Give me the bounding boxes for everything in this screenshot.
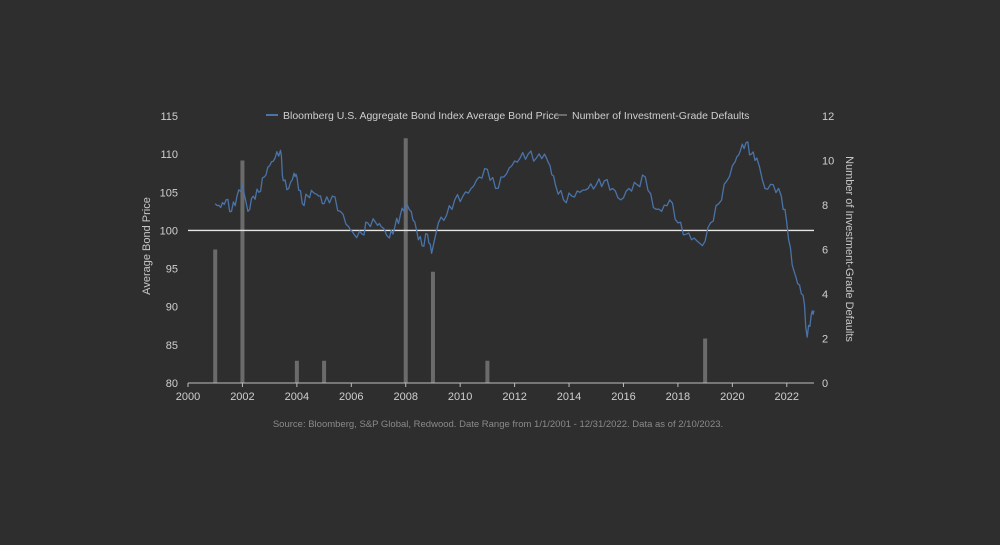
- legend-label-defaults: Number of Investment-Grade Defaults: [572, 110, 749, 122]
- y-tick-label: 115: [160, 111, 178, 123]
- y2-tick-label: 12: [822, 111, 834, 123]
- x-axis-ticks: 2000 2002 2004 2006 2008 2010 2012 2014 2016 2018…: [176, 383, 799, 403]
- x-tick-label: 2014: [557, 391, 581, 403]
- y2-tick-label: 2: [822, 334, 828, 346]
- x-tick-label: 2000: [176, 391, 200, 403]
- y-tick-label: 85: [166, 340, 178, 352]
- x-tick-label: 2008: [393, 391, 417, 403]
- y-axis-ticks: 80 85 90 95 100 105 110 115: [160, 111, 178, 390]
- y-tick-label: 110: [160, 149, 178, 161]
- y2-tick-label: 10: [822, 156, 834, 168]
- x-tick-label: 2020: [720, 391, 744, 403]
- y-tick-label: 100: [160, 225, 178, 237]
- legend-label-price: Bloomberg U.S. Aggregate Bond Index Aver…: [283, 110, 560, 122]
- defaults-bar: [703, 338, 708, 383]
- y-tick-label: 105: [160, 187, 178, 199]
- y2-axis-label: Number of Investment-Grade Defaults: [843, 156, 855, 342]
- defaults-bar: [322, 360, 327, 383]
- defaults-bar: [430, 271, 435, 383]
- x-tick-label: 2002: [230, 391, 254, 403]
- bond-price-line: [214, 141, 815, 338]
- y2-tick-label: 8: [822, 200, 828, 212]
- y2-tick-label: 0: [822, 378, 828, 390]
- y-tick-label: 95: [166, 264, 178, 276]
- defaults-bar: [485, 360, 490, 383]
- x-tick-label: 2004: [285, 391, 309, 403]
- x-tick-label: 2010: [448, 391, 472, 403]
- defaults-bar: [403, 138, 408, 383]
- defaults-bar: [213, 249, 218, 383]
- x-tick-label: 2006: [339, 391, 363, 403]
- x-tick-label: 2022: [775, 391, 799, 403]
- x-tick-label: 2016: [611, 391, 635, 403]
- y-tick-label: 80: [166, 378, 178, 390]
- y2-axis-ticks: 0 2 4 6 8 10 12: [822, 111, 834, 390]
- legend: Bloomberg U.S. Aggregate Bond Index Aver…: [266, 110, 749, 122]
- source-note: Source: Bloomberg, S&P Global, Redwood. …: [273, 419, 723, 430]
- y-axis-label: Average Bond Price: [141, 197, 153, 295]
- defaults-bar: [240, 160, 245, 383]
- x-tick-label: 2018: [666, 391, 690, 403]
- defaults-bar: [294, 360, 299, 383]
- x-tick-label: 2012: [502, 391, 526, 403]
- defaults-bars: [213, 138, 708, 383]
- y2-tick-label: 4: [822, 289, 828, 301]
- y2-tick-label: 6: [822, 245, 828, 257]
- y-tick-label: 90: [166, 302, 178, 314]
